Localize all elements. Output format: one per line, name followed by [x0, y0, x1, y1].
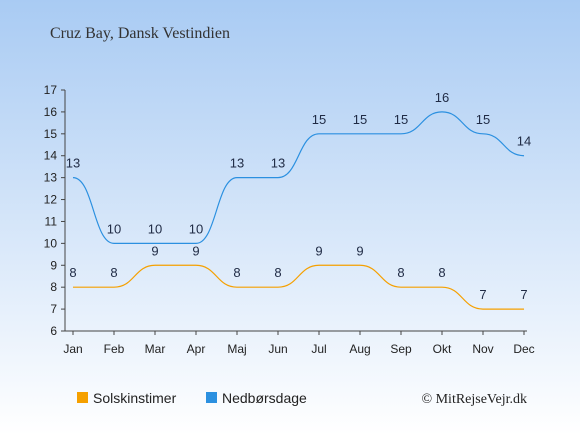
data-label-solskinstimer: 9 — [151, 243, 158, 258]
data-label-solskinstimer: 8 — [233, 265, 240, 280]
y-axis: 6 7 8 9 10 11 12 13 14 15 16 17 — [44, 83, 66, 338]
x-tick-label: Apr — [187, 342, 206, 356]
x-axis: Jan Feb Mar Apr Maj Jun Jul Aug Sep Okt Nov Dec — [63, 330, 535, 356]
y-tick-label: 14 — [44, 149, 58, 163]
x-tick-label: Maj — [227, 342, 246, 356]
legend-swatch-nedborsdage — [206, 392, 217, 403]
data-label-solskinstimer: 9 — [356, 243, 363, 258]
y-tick-label: 9 — [50, 258, 57, 272]
x-tick-label: Sep — [390, 342, 412, 356]
data-label-nedborsdage: 13 — [271, 156, 285, 171]
data-label-nedborsdage: 13 — [230, 156, 244, 171]
data-label-nedborsdage: 15 — [353, 112, 367, 127]
y-tick-label: 13 — [44, 171, 58, 185]
series-line-nedborsdage — [72, 111, 525, 244]
y-tick-label: 11 — [45, 214, 58, 228]
x-tick-label: Feb — [104, 342, 125, 356]
data-label-nedborsdage: 15 — [394, 112, 408, 127]
y-tick-label: 7 — [50, 302, 57, 316]
legend: Solskinstimer Nedbørsdage — [77, 390, 307, 406]
credit-text: © MitRejseVejr.dk — [421, 392, 527, 407]
y-tick-label: 16 — [44, 105, 58, 119]
x-tick-label: Jun — [268, 342, 287, 356]
data-label-nedborsdage: 10 — [107, 221, 121, 236]
x-tick-label: Jan — [63, 342, 82, 356]
data-label-solskinstimer: 8 — [110, 265, 117, 280]
data-labels: 8 8 9 9 8 8 9 9 8 8 7 7 13 10 10 10 13 13 15 15 15 16 15 14 — [66, 90, 531, 302]
data-label-solskinstimer: 8 — [438, 265, 445, 280]
data-label-nedborsdage: 10 — [148, 221, 162, 236]
chart-title: Cruz Bay, Dansk Vestindien — [50, 25, 230, 42]
data-label-solskinstimer: 9 — [315, 243, 322, 258]
x-tick-label: Jul — [311, 342, 326, 356]
data-label-solskinstimer: 8 — [397, 265, 404, 280]
data-label-solskinstimer: 7 — [479, 287, 486, 302]
legend-swatch-solskinstimer — [77, 392, 88, 403]
x-tick-label: Mar — [145, 342, 166, 356]
legend-label-solskinstimer: Solskinstimer — [93, 390, 177, 406]
data-label-solskinstimer: 7 — [520, 287, 527, 302]
data-label-solskinstimer: 9 — [192, 243, 199, 258]
data-label-nedborsdage: 14 — [517, 134, 531, 149]
y-tick-label: 10 — [44, 236, 58, 250]
y-tick-label: 6 — [50, 324, 57, 338]
x-tick-label: Okt — [433, 342, 452, 356]
y-tick-label: 8 — [50, 280, 57, 294]
x-tick-label: Aug — [349, 342, 370, 356]
data-label-nedborsdage: 16 — [435, 90, 449, 105]
series-lines — [72, 111, 525, 310]
x-tick-label: Nov — [472, 342, 493, 356]
y-tick-label: 12 — [44, 193, 58, 207]
data-label-solskinstimer: 8 — [274, 265, 281, 280]
y-tick-label: 17 — [44, 83, 58, 97]
data-label-nedborsdage: 15 — [476, 112, 490, 127]
data-label-nedborsdage: 13 — [66, 156, 80, 171]
data-label-solskinstimer: 8 — [69, 265, 76, 280]
data-label-nedborsdage: 10 — [189, 221, 203, 236]
series-line-solskinstimer — [72, 264, 524, 310]
y-tick-label: 15 — [44, 127, 58, 141]
data-label-nedborsdage: 15 — [312, 112, 326, 127]
x-tick-label: Dec — [513, 342, 534, 356]
legend-label-nedborsdage: Nedbørsdage — [222, 390, 307, 406]
